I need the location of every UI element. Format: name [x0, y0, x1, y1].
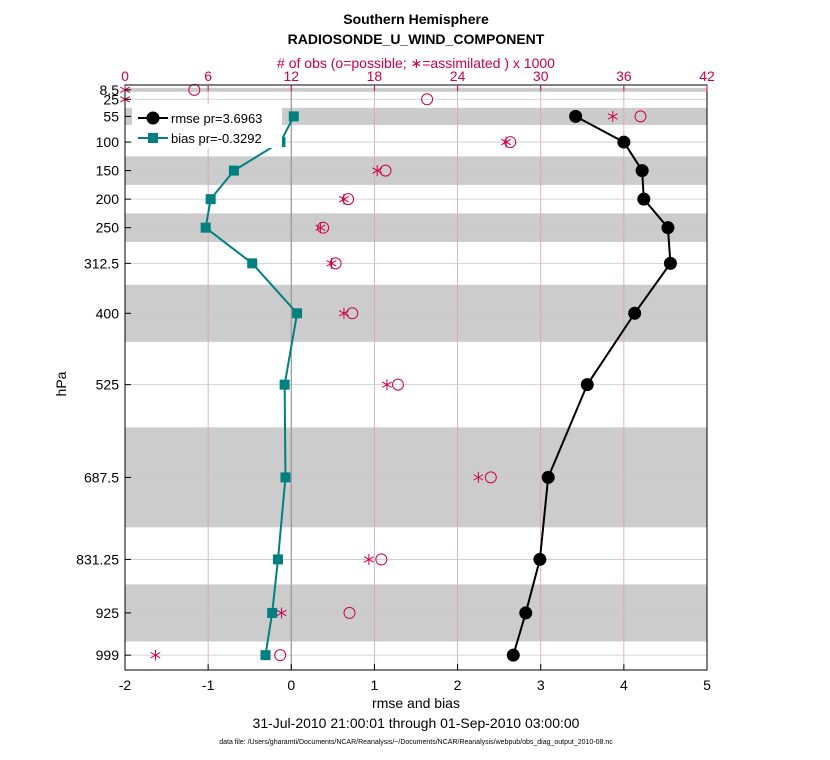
obs-assimilated-marker: [372, 165, 383, 177]
y-tick-label: 831.25: [76, 551, 119, 567]
obs-possible-marker: [375, 553, 388, 566]
y-tick-label: 200: [96, 191, 120, 207]
rmse-point: [635, 164, 649, 178]
bias-point: [205, 194, 216, 205]
chart-subtitle: RADIOSONDE_U_WIND_COMPONENT: [288, 31, 545, 47]
obs-possible-marker: [391, 378, 404, 391]
top-tick-label: 30: [533, 68, 549, 84]
bias-point: [279, 379, 290, 390]
y-tick-label: 999: [96, 647, 120, 663]
obs-assimilated-marker: [338, 193, 349, 205]
obs-assimilated-marker: [326, 257, 337, 269]
bias-point: [272, 554, 283, 565]
y-tick-label: 150: [96, 163, 120, 179]
rmse-point: [519, 606, 533, 620]
rmse-point: [628, 306, 642, 320]
bias-point: [267, 607, 278, 618]
date-range: 31-Jul-2010 21:00:01 through 01-Sep-2010…: [253, 715, 580, 731]
obs-assimilated-marker: [607, 110, 618, 122]
rmse-point: [663, 256, 677, 270]
rmse-point: [637, 192, 651, 206]
top-tick-label: 6: [204, 68, 212, 84]
x-tick-label: 3: [537, 677, 545, 693]
x-tick-label: 2: [454, 677, 462, 693]
y-tick-label: 687.5: [84, 469, 119, 485]
rmse-point: [580, 378, 594, 392]
y-tick-label: 100: [96, 134, 120, 150]
x-axis-label: rmse and bias: [372, 695, 460, 711]
x-tick-label: 1: [371, 677, 379, 693]
obs-possible-marker: [188, 83, 201, 96]
bias-point: [292, 308, 303, 319]
obs-possible-marker: [274, 649, 287, 662]
obs-possible-marker: [484, 471, 497, 484]
obs-assimilated-marker: [473, 471, 484, 483]
data-file-note: data file: /Users/gharamti/Documents/NCA…: [219, 739, 613, 746]
y-tick-label: 525: [96, 377, 120, 393]
obs-possible-marker: [317, 221, 330, 234]
legend-marker-circle: [146, 111, 160, 125]
y-tick-label: 8.5: [100, 82, 120, 98]
obs-possible-marker: [329, 257, 342, 270]
bias-point: [260, 650, 271, 661]
axis-ticks: -2 -1 0 1 2 3 4 50 6 12 18 24 30 36 428.52555100150200…: [76, 68, 715, 693]
x-tick-label: -1: [202, 677, 215, 693]
bias-point: [200, 222, 211, 233]
x-tick-label: 5: [703, 677, 711, 693]
bias-point: [288, 111, 299, 122]
obs-possible-marker: [634, 110, 647, 123]
rmse-point: [661, 221, 675, 235]
top-tick-label: 18: [367, 68, 383, 84]
legend-marker-square: [148, 133, 158, 143]
y-tick-label: 400: [96, 305, 120, 321]
bias-point: [247, 258, 258, 269]
top-tick-label: 0: [121, 68, 129, 84]
top-tick-label: 42: [699, 68, 715, 84]
y-tick-label: 312.5: [84, 255, 119, 271]
obs-assimilated-marker: [501, 136, 512, 148]
legend-label: rmse pr=3.6963: [171, 111, 262, 126]
x-tick-label: -2: [119, 677, 132, 693]
obs-possible-marker: [379, 164, 392, 177]
series-lines: [204, 115, 672, 656]
top-tick-label: 36: [616, 68, 632, 84]
x-tick-label: 0: [287, 677, 295, 693]
obs-assimilated-marker: [315, 222, 326, 234]
series-line: [204, 115, 299, 656]
rmse-point: [569, 109, 583, 123]
y-tick-label: 55: [103, 108, 119, 124]
series-markers: [200, 109, 677, 662]
obs-assimilated-marker: [381, 379, 392, 391]
legend-label: bias pr=-0.3292: [171, 131, 262, 146]
y-tick-label: 925: [96, 605, 120, 621]
obs-possible-marker: [421, 93, 434, 106]
legend: rmse pr=3.6963 bias pr=-0.3292: [132, 104, 282, 148]
bias-point: [228, 165, 239, 176]
obs-assimilated-marker: [338, 307, 349, 319]
obs-possible-marker: [343, 606, 356, 619]
x-tick-label: 4: [620, 677, 628, 693]
top-tick-label: 12: [283, 68, 299, 84]
rmse-point: [533, 552, 547, 566]
y-tick-label: 250: [96, 220, 120, 236]
bias-point: [280, 472, 291, 483]
chart-title: Southern Hemisphere: [343, 11, 489, 27]
obs-possible-marker: [346, 307, 359, 320]
rmse-point: [506, 648, 520, 662]
top-axis-label: # of obs (o=possible; ∗=assimilated ) x …: [277, 55, 555, 71]
plot-frame: [124, 84, 708, 671]
obs-assimilated-marker: [150, 649, 161, 661]
obs-assimilated-marker: [363, 553, 374, 565]
rmse-point: [541, 470, 555, 484]
obs-assimilated-marker: [276, 607, 287, 619]
obs-possible-marker: [342, 193, 355, 206]
y-axis-label: hPa: [53, 371, 69, 396]
obs-possible-marker: [504, 136, 517, 149]
rmse-point: [617, 135, 631, 149]
top-tick-label: 24: [450, 68, 466, 84]
y-tick-label: 25: [103, 91, 119, 107]
